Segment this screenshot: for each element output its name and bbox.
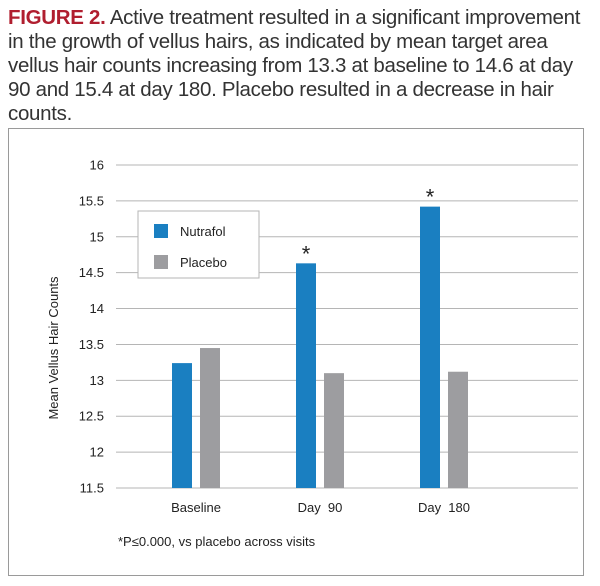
bar-placebo-0 — [200, 348, 220, 488]
y-tick-label: 12.5 — [79, 409, 104, 424]
bar-nutrafol-1 — [296, 263, 316, 488]
legend-swatch-placebo — [154, 255, 168, 269]
legend-swatch-nutrafol — [154, 224, 168, 238]
y-axis-label: Mean Vellus Hair Counts — [46, 276, 61, 420]
y-tick-label: 14.5 — [79, 265, 104, 280]
y-tick-label: 16 — [90, 158, 104, 173]
category-labels: Baseline Day 90 Day 180 — [171, 500, 470, 515]
bars — [172, 206, 468, 488]
y-tick-label: 15 — [90, 229, 104, 244]
y-tick-label: 13 — [90, 373, 104, 388]
footnote: *P≤0.000, vs placebo across visits — [118, 534, 316, 549]
y-tick-label: 15.5 — [79, 193, 104, 208]
legend-label-nutrafol: Nutrafol — [180, 224, 226, 239]
chart-frame — [8, 128, 584, 576]
significance-asterisk: * — [426, 185, 435, 210]
bar-placebo-2 — [448, 371, 468, 488]
category-label: Baseline — [171, 500, 221, 515]
significance-asterisk: * — [302, 241, 311, 266]
annotations: ** — [302, 185, 435, 267]
y-tick-label: 13.5 — [79, 337, 104, 352]
legend: Nutrafol Placebo — [137, 210, 260, 279]
category-label: Day 180 — [418, 500, 470, 515]
y-tick-labels: 11.5 12 12.5 13 13.5 14 14.5 15 15.5 16 — [79, 158, 104, 496]
figure-caption: FIGURE 2. Active treatment resulted in a… — [8, 6, 594, 126]
y-tick-label: 11.5 — [80, 481, 104, 496]
y-tick-label: 14 — [90, 301, 104, 316]
bar-nutrafol-2 — [420, 206, 440, 488]
figure-caption-text: Active treatment resulted in a significa… — [8, 6, 581, 125]
bar-placebo-1 — [324, 373, 344, 488]
bar-nutrafol-0 — [172, 363, 192, 488]
y-tick-label: 12 — [90, 445, 104, 460]
legend-label-placebo: Placebo — [180, 255, 227, 270]
figure-label: FIGURE 2. — [8, 6, 106, 29]
category-label: Day 90 — [298, 500, 343, 515]
